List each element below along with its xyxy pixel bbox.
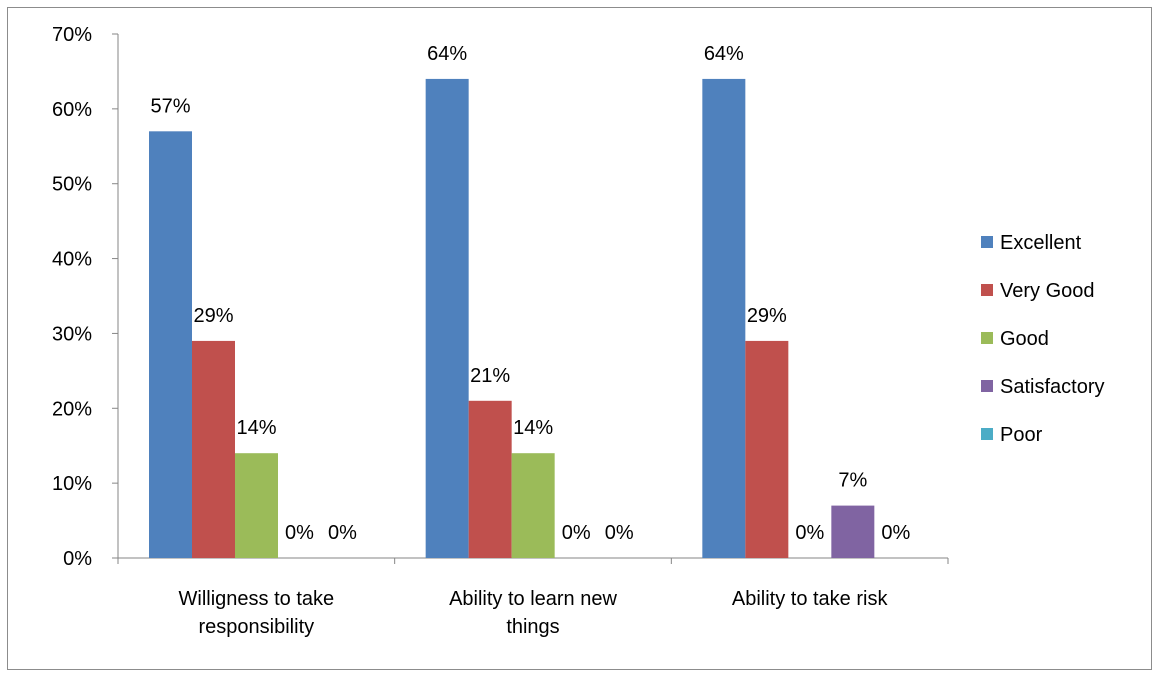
- bar: [149, 131, 192, 559]
- y-tick-label: 0%: [63, 548, 92, 570]
- legend-label: Excellent: [1000, 232, 1082, 254]
- data-label: 0%: [328, 522, 357, 544]
- y-tick-label: 40%: [52, 249, 92, 271]
- legend: Excellent Very Good Good Satisfactory Poor: [981, 232, 1104, 446]
- data-label: 0%: [562, 522, 591, 544]
- y-tick-label: 20%: [52, 398, 92, 420]
- y-tick-label: 70%: [52, 24, 92, 46]
- legend-swatch: [981, 428, 993, 440]
- data-label: 0%: [285, 522, 314, 544]
- data-label: 14%: [236, 417, 276, 439]
- bar: [192, 340, 235, 558]
- bar: [235, 453, 278, 558]
- data-label: 64%: [704, 43, 744, 65]
- legend-label: Very Good: [1000, 280, 1095, 302]
- legend-swatch: [981, 236, 993, 248]
- data-label: 57%: [150, 95, 190, 117]
- bar: [831, 505, 875, 558]
- data-label: 29%: [193, 305, 233, 327]
- axes: 0% 10% 20% 30% 40% 50% 60% 70% Willigness to tak…: [52, 24, 949, 638]
- x-category-label: Ability to take risk: [732, 588, 889, 610]
- legend-swatch: [981, 332, 993, 344]
- x-category-label: Ability to learn new things: [449, 588, 617, 638]
- bar: [425, 78, 469, 559]
- bar-chart: 0% 10% 20% 30% 40% 50% 60% 70% Willigness to tak…: [52, 24, 1105, 638]
- data-label: 0%: [881, 522, 910, 544]
- bar: [511, 453, 555, 558]
- data-label: 7%: [838, 470, 867, 492]
- data-label: 64%: [427, 43, 467, 65]
- bar: [702, 78, 746, 559]
- x-category-label: Willigness to take responsibility: [179, 588, 335, 638]
- legend-swatch: [981, 380, 993, 392]
- data-label: 14%: [513, 417, 553, 439]
- bars: [149, 78, 875, 559]
- y-tick-label: 10%: [52, 473, 92, 495]
- y-tick-label: 30%: [52, 323, 92, 345]
- bar: [745, 340, 789, 558]
- bar: [468, 400, 512, 558]
- data-label: 29%: [747, 305, 787, 327]
- legend-label: Poor: [1000, 424, 1043, 446]
- data-label: 0%: [605, 522, 634, 544]
- data-labels: 57% 64% 64% 29% 21% 29% 14% 14% 0% 0% 0% 7% 0% 0% 0%: [150, 43, 910, 544]
- chart-frame: 0% 10% 20% 30% 40% 50% 60% 70% Willigness to tak…: [7, 7, 1152, 670]
- data-label: 0%: [795, 522, 824, 544]
- legend-swatch: [981, 284, 993, 296]
- data-label: 21%: [470, 365, 510, 387]
- y-tick-label: 50%: [52, 174, 92, 196]
- y-tick-label: 60%: [52, 99, 92, 121]
- legend-label: Good: [1000, 328, 1049, 350]
- legend-label: Satisfactory: [1000, 376, 1104, 398]
